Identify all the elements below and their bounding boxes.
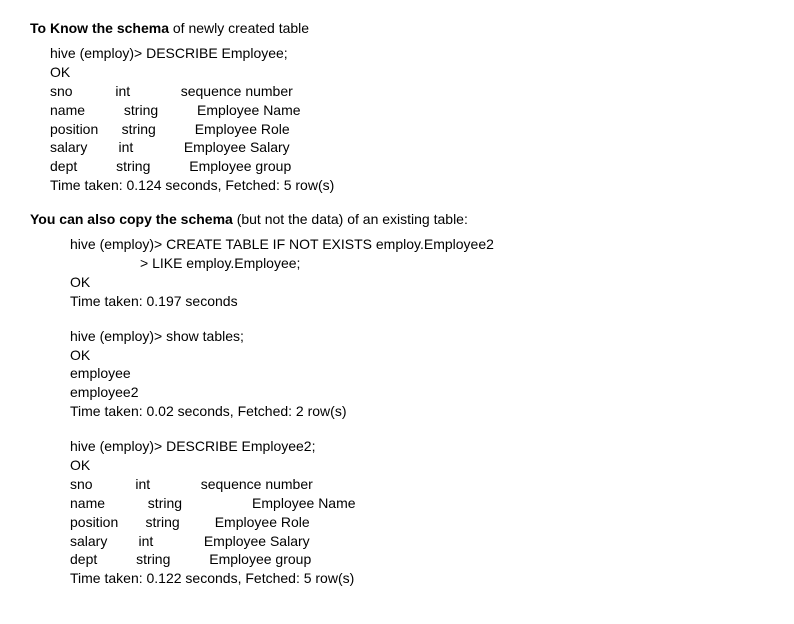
schema-table-2: sno int sequence numbername string Emplo… — [70, 475, 764, 569]
schema-row: name string Employee Name — [70, 494, 764, 513]
schema-row: sno int sequence number — [50, 82, 764, 101]
section2-heading: You can also copy the schema (but not th… — [30, 211, 764, 227]
heading2-rest: (but not the data) of an existing table: — [233, 211, 468, 227]
schema-row: salary int Employee Salary — [50, 138, 764, 157]
schema-row: name string Employee Name — [50, 101, 764, 120]
time-line: Time taken: 0.02 seconds, Fetched: 2 row… — [70, 402, 764, 421]
cmd-line: hive (employ)> CREATE TABLE IF NOT EXIST… — [70, 235, 764, 254]
ok-line: OK — [70, 346, 764, 365]
cmd-line: hive (employ)> show tables; — [70, 327, 764, 346]
describe-block-2: hive (employ)> DESCRIBE Employee2; OK sn… — [70, 437, 764, 588]
ok-line: OK — [50, 63, 764, 82]
heading2-bold: You can also copy the schema — [30, 211, 233, 227]
table-row: employee2 — [70, 383, 764, 402]
cmd-line: hive (employ)> DESCRIBE Employee; — [50, 44, 764, 63]
cmd-line-cont: > LIKE employ.Employee; — [140, 254, 764, 273]
time-line: Time taken: 0.124 seconds, Fetched: 5 ro… — [50, 176, 764, 195]
schema-row: position string Employee Role — [50, 120, 764, 139]
section1-heading: To Know the schema of newly created tabl… — [30, 20, 764, 36]
schema-row: dept string Employee group — [50, 157, 764, 176]
schema-row: dept string Employee group — [70, 550, 764, 569]
table-row: employee — [70, 364, 764, 383]
schema-row: sno int sequence number — [70, 475, 764, 494]
time-line: Time taken: 0.197 seconds — [70, 292, 764, 311]
heading1-bold: To Know the schema — [30, 20, 169, 36]
schema-row: salary int Employee Salary — [70, 532, 764, 551]
heading1-rest: of newly created table — [169, 20, 309, 36]
describe-block-1: hive (employ)> DESCRIBE Employee; OK sno… — [50, 44, 764, 195]
schema-table-1: sno int sequence numbername string Emplo… — [50, 82, 764, 176]
create-table-block: hive (employ)> CREATE TABLE IF NOT EXIST… — [70, 235, 764, 311]
time-line: Time taken: 0.122 seconds, Fetched: 5 ro… — [70, 569, 764, 588]
ok-line: OK — [70, 273, 764, 292]
schema-row: position string Employee Role — [70, 513, 764, 532]
show-tables-block: hive (employ)> show tables; OK employee … — [70, 327, 764, 421]
ok-line: OK — [70, 456, 764, 475]
cmd-line: hive (employ)> DESCRIBE Employee2; — [70, 437, 764, 456]
